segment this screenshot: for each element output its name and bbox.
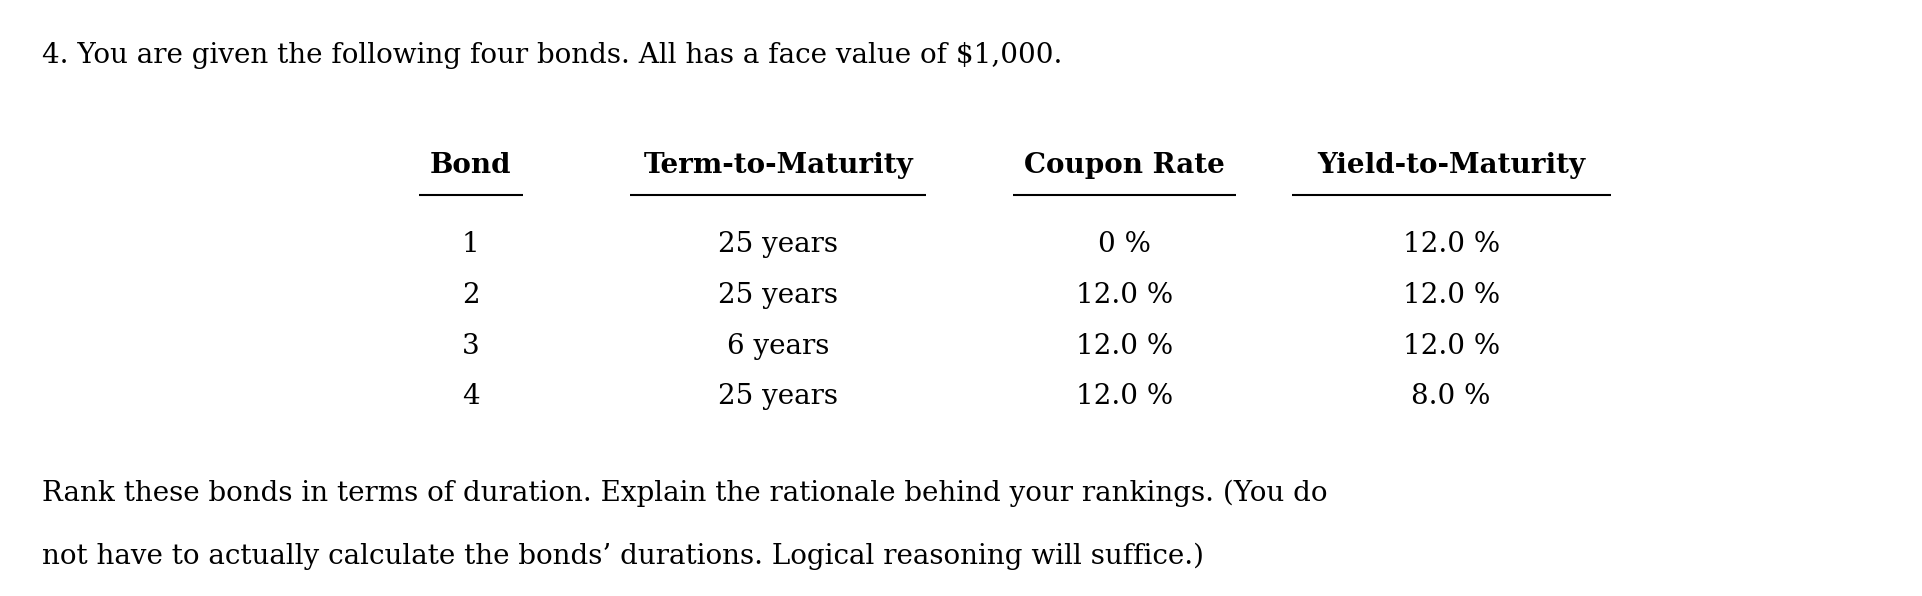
Text: Rank these bonds in terms of duration. Explain the rationale behind your ranking: Rank these bonds in terms of duration. E… <box>42 480 1328 507</box>
Text: Coupon Rate: Coupon Rate <box>1024 152 1224 179</box>
Text: Yield-to-Maturity: Yield-to-Maturity <box>1317 152 1586 179</box>
Text: 12.0 %: 12.0 % <box>1076 383 1172 410</box>
Text: 25 years: 25 years <box>719 282 838 309</box>
Text: 25 years: 25 years <box>719 383 838 410</box>
Text: Bond: Bond <box>431 152 511 179</box>
Text: 12.0 %: 12.0 % <box>1403 333 1499 359</box>
Text: 12.0 %: 12.0 % <box>1076 282 1172 309</box>
Text: 0 %: 0 % <box>1097 231 1151 258</box>
Text: 25 years: 25 years <box>719 231 838 258</box>
Text: 12.0 %: 12.0 % <box>1403 282 1499 309</box>
Text: 12.0 %: 12.0 % <box>1076 333 1172 359</box>
Text: 8.0 %: 8.0 % <box>1411 383 1491 410</box>
Text: 4: 4 <box>461 383 480 410</box>
Text: 12.0 %: 12.0 % <box>1403 231 1499 258</box>
Text: 3: 3 <box>461 333 480 359</box>
Text: 1: 1 <box>461 231 480 258</box>
Text: 6 years: 6 years <box>727 333 830 359</box>
Text: 2: 2 <box>461 282 480 309</box>
Text: 4. You are given the following four bonds. All has a face value of $1,000.: 4. You are given the following four bond… <box>42 42 1063 69</box>
Text: not have to actually calculate the bonds’ durations. Logical reasoning will suff: not have to actually calculate the bonds… <box>42 542 1205 570</box>
Text: Term-to-Maturity: Term-to-Maturity <box>644 152 913 179</box>
